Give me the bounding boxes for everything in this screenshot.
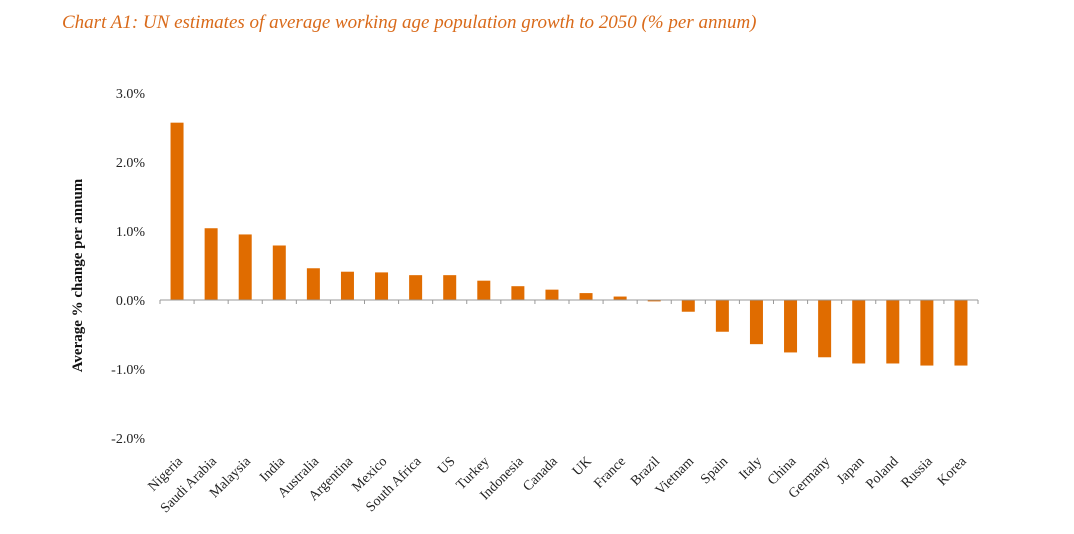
y-tick-label: -2.0% (111, 432, 145, 447)
bar-canada (545, 289, 559, 300)
bar-italy (749, 300, 763, 345)
bar-france (613, 296, 627, 300)
bar-malaysia (238, 234, 252, 300)
x-tick-label: Japan (834, 454, 867, 487)
x-tick-label: Vietnam (653, 454, 697, 498)
bar-spain (715, 300, 729, 332)
x-tick-label: UK (570, 454, 595, 479)
bar-vietnam (681, 300, 695, 312)
bar-argentina (340, 271, 354, 300)
bar-uk (579, 293, 593, 300)
x-tick-label: Poland (864, 454, 902, 492)
x-tick-label: France (591, 454, 629, 492)
y-tick-label: 0.0% (116, 294, 146, 309)
bar-us (443, 275, 457, 300)
bar-germany (818, 300, 832, 358)
x-tick-label: Korea (935, 454, 970, 489)
bar-india (272, 245, 286, 300)
bar-korea (954, 300, 968, 366)
bar-saudi-arabia (204, 228, 218, 300)
bar-nigeria (170, 122, 184, 300)
x-tick-label: India (257, 454, 289, 486)
bar-russia (920, 300, 934, 366)
bar-indonesia (511, 286, 525, 300)
bars (170, 122, 968, 366)
y-tick-label: 1.0% (116, 225, 146, 240)
bar-south-africa (409, 275, 423, 300)
x-tick-label: US (435, 454, 458, 477)
y-axis-label: Average % change per annum (70, 178, 86, 372)
y-axis-ticks: 3.0% 2.0% 1.0% 0.0% -1.0% -2.0% (111, 87, 145, 447)
y-tick-label: -1.0% (111, 363, 145, 378)
bar-japan (852, 300, 866, 364)
y-tick-label: 3.0% (116, 87, 146, 102)
bar-china (784, 300, 798, 353)
bar-poland (886, 300, 900, 364)
x-tick-label: Russia (899, 454, 937, 492)
bar-turkey (477, 280, 491, 300)
x-tick-label: Canada (520, 454, 561, 495)
chart-title: Chart A1: UN estimates of average workin… (62, 12, 757, 33)
bar-brazil (647, 300, 661, 302)
x-tick-label: Italy (737, 454, 766, 483)
bar-australia (306, 268, 320, 300)
y-tick-label: 2.0% (116, 156, 146, 171)
x-tick-label: Spain (698, 454, 731, 487)
bar-mexico (375, 272, 389, 300)
